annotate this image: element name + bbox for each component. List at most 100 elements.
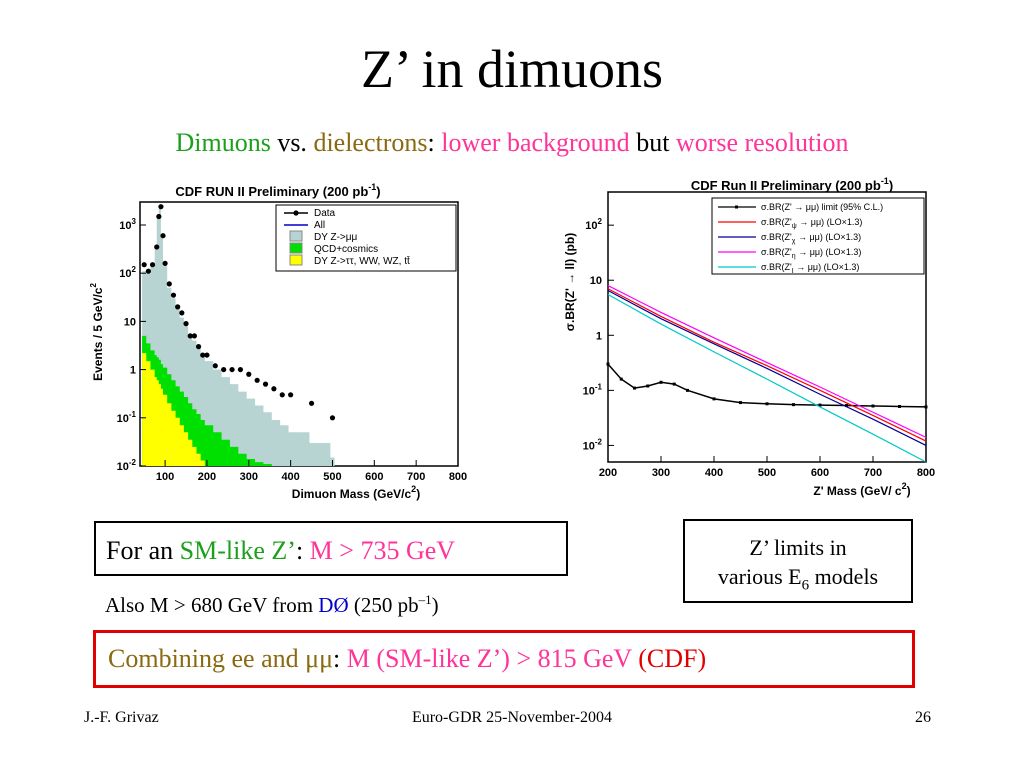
chart2-legend: σ.BR(Z' → μμ) limit (95% C.L.) σ.BR(Z'ψ →… <box>711 197 925 275</box>
zprime-limit-chart: CDF Run II Preliminary (200 pb-1) 200 300… <box>563 176 935 498</box>
subtitle-vs: vs. <box>270 128 314 157</box>
chart2-ytick-label: 102 <box>585 217 602 232</box>
chart2-limit-point <box>606 362 610 366</box>
chart2-ytick-label: 10 <box>590 275 602 287</box>
chart1-ytick-label: 10 <box>124 316 136 328</box>
chart2-ylabel: σ.BR(Z' → ll) (pb) <box>563 233 577 331</box>
chart1-xtick-label: 500 <box>323 471 341 483</box>
chart1-legend-label: DY Z->μμ <box>314 232 358 243</box>
subtitle-but: but <box>629 128 676 157</box>
chart2-limit-point <box>619 377 623 381</box>
combined-cdf: (CDF) <box>638 644 707 673</box>
chart1-series-1 <box>142 208 335 466</box>
sm-box-colon: : <box>295 536 310 565</box>
chart2-series-1 <box>607 288 927 442</box>
chart1-legend-swatch <box>289 254 303 266</box>
chart1-data-point <box>271 386 277 392</box>
chart2-legend-label: σ.BR(Z'χ → μμ) (LO×1.3) <box>761 232 861 245</box>
chart1-xtick-label: 400 <box>281 471 299 483</box>
chart1-data-point <box>308 400 315 406</box>
chart1-data-point <box>175 304 181 310</box>
e6-box-line2: various E6 models <box>717 564 879 594</box>
chart1-data-point <box>246 371 252 377</box>
chart2-limit-point <box>633 386 636 390</box>
chart2-limit-point <box>792 403 795 407</box>
chart2-legend-label: σ.BR(Z' → μμ) limit (95% C.L.) <box>761 202 883 212</box>
chart2-limit-point <box>765 402 769 406</box>
chart2-legend-label: σ.BR(Z'ψ → μμ) (LO×1.3) <box>761 217 862 230</box>
e6-box-line1: Z’ limits in <box>749 535 847 560</box>
chart2-legend-label: σ.BR(Z'I → μμ) (LO×1.3) <box>761 262 859 275</box>
chart1-data-point <box>329 415 336 421</box>
chart1-title: CDF RUN II Preliminary (200 pb-1) <box>175 182 380 199</box>
chart2-xtick-label: 600 <box>811 467 829 479</box>
d0-label: DØ <box>318 593 349 617</box>
chart1-data-point <box>191 333 197 339</box>
sm-like-limit-box: For an SM-like Z’: M > 735 GeV <box>94 521 568 576</box>
chart1-data-point <box>170 292 177 298</box>
chart2-xtick-label: 400 <box>705 467 723 479</box>
chart1-xtick-label: 700 <box>407 471 425 483</box>
chart2-xtick-label: 300 <box>652 467 670 479</box>
chart1-xtick-label: 600 <box>365 471 383 483</box>
chart2-legend-frame <box>711 197 925 275</box>
chart2-xtick-label: 800 <box>917 467 935 479</box>
chart1-series-3 <box>142 353 335 466</box>
chart2-limit-point <box>739 401 742 405</box>
chart1-data-point <box>187 333 193 339</box>
chart1-ytick-label: 102 <box>119 265 136 280</box>
chart1-legend-label: DY Z->ττ, WW, WZ, tt̄ <box>314 255 410 267</box>
chart1-data-point <box>212 363 218 369</box>
chart2-legend-label: σ.BR(Z'η → μμ) (LO×1.3) <box>761 247 861 260</box>
chart2-series-3 <box>607 285 927 438</box>
chart1-legend-label: Data <box>314 208 336 219</box>
chart2-limit-point <box>845 404 848 408</box>
subtitle-lower-background: lower background <box>441 128 630 157</box>
slide-title: Z’ in dimuons <box>361 39 663 99</box>
chart1-data-point <box>141 262 147 268</box>
chart1-data-point <box>279 392 285 398</box>
chart2-series-2 <box>607 289 927 446</box>
subtitle-worse-resolution: worse resolution <box>675 128 849 157</box>
chart1-xtick-label: 800 <box>449 471 467 483</box>
e6-models-box: Z’ limits in various E6 models <box>683 519 913 603</box>
chart2-limit-point <box>672 382 676 386</box>
chart2-limit-point <box>712 397 716 401</box>
chart1-data-point <box>145 268 151 274</box>
chart1-legend-frame <box>275 204 457 272</box>
chart1-ylabel: Events / 5 GeV/c2 <box>89 283 105 381</box>
chart1-data-point <box>154 244 160 250</box>
chart1-legend-marker <box>293 210 299 216</box>
chart2-xtick-label: 700 <box>864 467 882 479</box>
chart1-data-point <box>160 233 166 239</box>
subtitle-colon: : <box>427 128 442 157</box>
d0-note: Also M > 680 GeV from DØ (250 pb–1) <box>105 592 439 617</box>
chart1-data-point <box>158 204 164 210</box>
chart1-ytick-label: 103 <box>119 217 136 232</box>
chart1-data-point <box>229 366 235 373</box>
chart2-xtick-label: 200 <box>599 467 617 479</box>
chart1-data-point <box>221 366 227 373</box>
chart1-series-2 <box>142 335 335 466</box>
footer-author: J.-F. Grivaz <box>84 709 159 726</box>
chart1-legend-swatch <box>289 242 303 254</box>
chart1-legend-swatch <box>289 230 303 242</box>
combined-limit: M (SM-like Z’) > 815 GeV <box>346 644 639 673</box>
chart1-data-point <box>162 260 168 266</box>
combined-limit-box: Combining ee and μμ: M (SM-like Z’) > 81… <box>93 630 915 688</box>
sm-box-for-an: For an <box>106 536 180 565</box>
chart1-data-point <box>254 377 260 383</box>
chart2-legend-marker <box>735 205 738 209</box>
chart1-ytick-label: 10-2 <box>117 458 137 473</box>
chart1-legend-label: QCD+cosmics <box>314 244 378 255</box>
chart1-xtick-label: 100 <box>156 471 174 483</box>
combined-colon: : <box>333 644 347 673</box>
chart1-data-point <box>204 352 210 358</box>
chart2-xlabel: Z' Mass (GeV/ c2) <box>813 481 910 498</box>
footer-page-number: 26 <box>915 709 931 726</box>
chart1-ytick-label: 1 <box>130 365 136 377</box>
chart2-limit-point <box>898 404 901 408</box>
chart2-ytick-label: 1 <box>596 330 602 342</box>
chart2-limit-point <box>924 405 928 409</box>
